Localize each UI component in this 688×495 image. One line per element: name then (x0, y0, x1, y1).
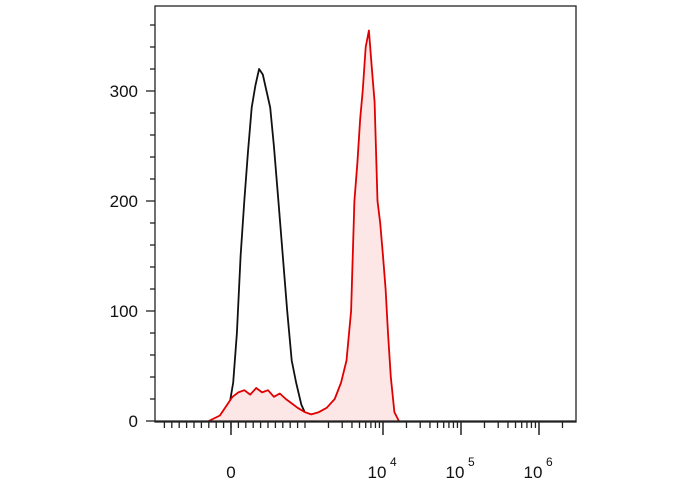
x-tick-label: 10 (524, 463, 543, 482)
series-layer (155, 29, 576, 422)
y-tick-label: 300 (110, 82, 138, 101)
y-tick-label: 0 (129, 412, 138, 431)
x-tick-label: 0 (226, 463, 235, 482)
x-tick-exponent: 6 (546, 455, 553, 469)
x-tick-exponent: 4 (390, 455, 397, 469)
x-tick-exponent: 5 (468, 455, 475, 469)
y-tick-label: 200 (110, 192, 138, 211)
x-tick-label: 10 (368, 463, 387, 482)
series-1-area (208, 30, 399, 421)
series-1-line (208, 29, 400, 422)
y-axis: 0 100 200 300 (110, 24, 155, 431)
series-0-line (208, 68, 318, 422)
x-tick-label: 10 (446, 463, 465, 482)
y-tick-label: 100 (110, 302, 138, 321)
